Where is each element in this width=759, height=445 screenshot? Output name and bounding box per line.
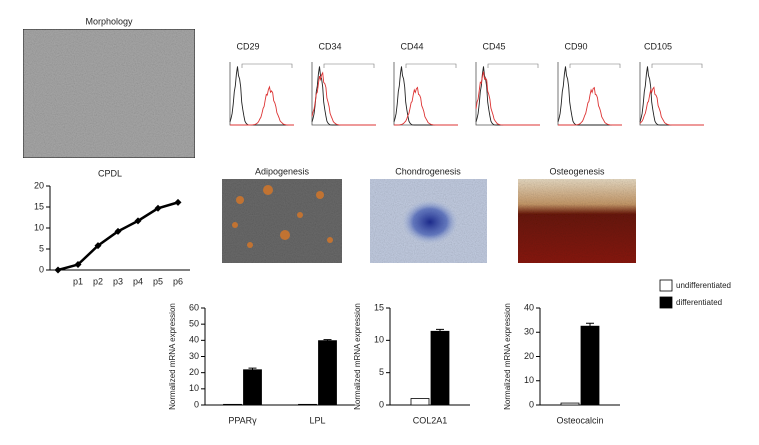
flow-gate — [651, 63, 703, 68]
y-tick-label: 60 — [189, 302, 199, 312]
y-tick-label: 20 — [524, 351, 534, 361]
y-axis-label: Normalized mRNA expression — [353, 303, 362, 410]
bar — [318, 340, 337, 406]
flow-histogram — [475, 66, 540, 126]
y-tick-label: 0 — [529, 399, 534, 409]
error-bar — [248, 367, 257, 372]
y-axis-label: Normalized mRNA expression — [503, 303, 512, 410]
legend-label: undifferentiated — [676, 281, 731, 290]
adipogenesis-image — [222, 179, 342, 263]
flow-axes — [229, 62, 294, 126]
x-tick-label: Osteocalcin — [556, 415, 603, 425]
flow-gate — [241, 63, 293, 68]
bar — [430, 330, 450, 406]
legend-swatch — [659, 279, 673, 292]
y-tick-label: 10 — [524, 375, 534, 385]
error-bar — [436, 328, 444, 334]
y-tick-label: 10 — [34, 222, 44, 232]
bar — [298, 403, 317, 406]
line — [57, 201, 179, 272]
marker — [94, 242, 102, 250]
flow-marker-label: CD90 — [564, 41, 587, 51]
morphology-image — [22, 28, 196, 159]
x-tick-label: p2 — [93, 276, 103, 286]
bar — [243, 369, 262, 406]
y-tick-label: 0 — [39, 264, 44, 274]
y-tick-label: 20 — [34, 180, 44, 190]
flow-gate — [323, 63, 375, 68]
error-bar — [323, 339, 332, 342]
bar — [223, 403, 242, 406]
marker — [74, 261, 82, 269]
flow-histogram — [311, 71, 376, 126]
flow-axes — [311, 62, 376, 126]
y-tick-label: 5 — [39, 243, 44, 253]
flow-histogram — [394, 86, 458, 126]
x-tick-label: p3 — [113, 276, 123, 286]
flow-marker-label: CD105 — [644, 41, 672, 51]
flow-histogram — [475, 71, 540, 126]
y-tick-label: 50 — [189, 319, 199, 329]
y-tick-label: 0 — [194, 399, 199, 409]
differentiation-label: Adipogenesis — [255, 166, 310, 176]
bar — [580, 325, 600, 406]
flow-gate — [569, 63, 621, 68]
x-tick-label: p6 — [173, 276, 183, 286]
osteogenesis-image — [518, 179, 636, 263]
flow-histogram — [558, 86, 622, 126]
flow-gate — [487, 63, 539, 68]
differentiation-label: Osteogenesis — [549, 166, 605, 176]
flow-marker-label: CD34 — [318, 41, 341, 51]
x-tick-label: p1 — [73, 276, 83, 286]
y-tick-label: 30 — [189, 351, 199, 361]
marker — [114, 227, 122, 235]
y-tick-label: 10 — [374, 335, 384, 345]
y-tick-label: 10 — [189, 383, 199, 393]
bar — [410, 398, 430, 406]
y-tick-label: 30 — [524, 327, 534, 337]
legend-swatch — [659, 296, 673, 309]
x-tick-label: COL2A1 — [413, 415, 448, 425]
flow-axes — [475, 62, 540, 126]
flow-marker-label: CD44 — [400, 41, 423, 51]
flow-marker-label: CD45 — [482, 41, 505, 51]
legend-label: differentiated — [676, 298, 722, 307]
flow-histogram — [229, 66, 294, 126]
y-tick-label: 15 — [374, 302, 384, 312]
marker — [134, 217, 142, 225]
x-tick-label: p5 — [153, 276, 163, 286]
bar — [560, 402, 580, 406]
y-tick-label: 20 — [189, 367, 199, 377]
flow-histogram — [230, 85, 294, 126]
y-tick-label: 40 — [189, 335, 199, 345]
flow-marker-label: CD29 — [236, 41, 259, 51]
y-axis-label: Normalized mRNA expression — [168, 303, 177, 410]
y-tick-label: 15 — [34, 201, 44, 211]
flow-histogram — [639, 86, 704, 126]
y-tick-label: 5 — [379, 367, 384, 377]
error-bar — [586, 322, 594, 330]
x-tick-label: PPARγ — [228, 415, 257, 425]
x-tick-label: p4 — [133, 276, 143, 286]
y-tick-label: 0 — [379, 399, 384, 409]
differentiation-label: Chondrogenesis — [395, 166, 461, 176]
morphology-title: Morphology — [85, 16, 133, 26]
chondrogenesis-image — [370, 179, 487, 263]
chart-title: CPDL — [98, 168, 122, 178]
marker — [154, 204, 162, 212]
flow-histogram — [393, 66, 458, 126]
marker — [54, 266, 62, 274]
x-tick-label: LPL — [309, 415, 325, 425]
marker — [174, 198, 182, 206]
flow-axes — [393, 62, 458, 126]
y-tick-label: 40 — [524, 302, 534, 312]
flow-gate — [405, 63, 457, 68]
